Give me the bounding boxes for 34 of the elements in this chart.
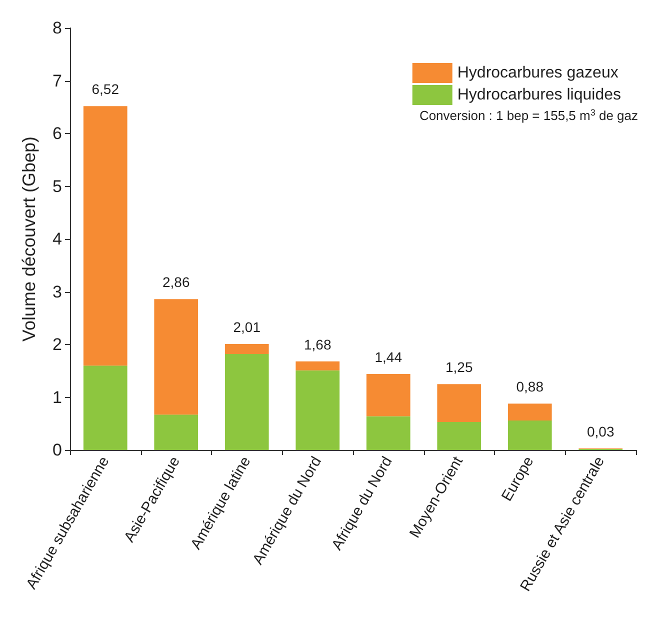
total-label: 0,88 xyxy=(516,378,544,395)
bar xyxy=(437,422,482,450)
total-label: 1,44 xyxy=(374,349,402,366)
y-tick-label: 7 xyxy=(52,71,62,90)
bar xyxy=(154,299,198,415)
bar xyxy=(508,404,552,420)
bar xyxy=(224,344,269,354)
y-axis-title: Volume découvert (Gbep) xyxy=(19,136,39,342)
total-label: 0,03 xyxy=(587,423,614,440)
y-tick-label: 3 xyxy=(52,282,62,302)
bar xyxy=(366,374,410,416)
bar xyxy=(296,361,340,370)
bar xyxy=(83,366,128,450)
y-tick-label: 2 xyxy=(52,335,62,354)
bar xyxy=(366,416,410,450)
total-label: 2,86 xyxy=(162,274,190,290)
bar xyxy=(437,384,482,422)
y-tick-label: 0 xyxy=(52,440,62,460)
bar xyxy=(296,370,340,450)
y-tick-label: 8 xyxy=(52,18,62,38)
bar xyxy=(224,354,269,450)
bar xyxy=(154,414,198,450)
legend-label: Hydrocarbures gazeux xyxy=(457,64,618,82)
legend-label: Hydrocarbures liquides xyxy=(457,86,622,104)
y-tick-label: 6 xyxy=(52,124,62,143)
bar xyxy=(508,420,552,450)
total-label: 1,68 xyxy=(304,336,332,352)
y-tick-label: 1 xyxy=(52,388,62,407)
bar xyxy=(83,106,128,366)
total-label: 1,25 xyxy=(446,359,473,376)
total-label: 6,52 xyxy=(92,81,120,98)
y-tick-label: 5 xyxy=(52,176,62,196)
total-label: 2,01 xyxy=(233,318,261,335)
y-tick-label: 4 xyxy=(52,230,62,248)
